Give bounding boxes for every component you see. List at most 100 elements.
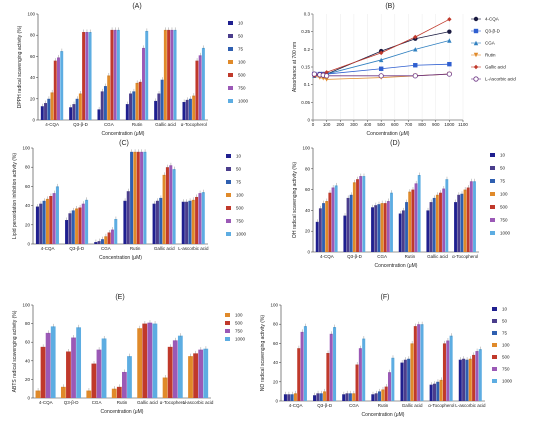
y-tick-label: 60 (25, 184, 31, 189)
bar (349, 194, 353, 252)
bar (426, 210, 430, 252)
bar (169, 165, 173, 244)
bar (85, 32, 89, 120)
bar (352, 393, 356, 401)
bar (68, 213, 72, 244)
data-point (473, 76, 479, 82)
x-axis-label: Concentration (μM) (101, 409, 144, 415)
x-tick-label: 4-CQA (289, 403, 303, 408)
bar (417, 324, 421, 401)
bar (76, 327, 82, 398)
x-tick-label: 4-CQA (320, 254, 334, 259)
bar (130, 151, 134, 244)
bar (45, 332, 51, 398)
x-tick-label: CGA (349, 403, 359, 408)
bar (72, 104, 76, 120)
bar (104, 236, 108, 244)
y-tick-label: 0 (307, 118, 310, 123)
bar (191, 199, 195, 244)
x-tick-label: Q3-β-D (73, 122, 89, 127)
bar (439, 379, 443, 401)
y-tick-label: 0 (27, 242, 30, 247)
bar (454, 202, 457, 252)
data-point (378, 73, 384, 79)
data-point (473, 64, 479, 70)
legend-label: 50 (238, 34, 244, 39)
bar (435, 194, 439, 252)
x-axis-label: Concentration (μM) (102, 131, 145, 137)
legend-label: 750 (238, 86, 246, 91)
bar (152, 323, 158, 398)
bar (107, 232, 111, 244)
bar (40, 106, 44, 120)
bar (331, 187, 335, 252)
bar (50, 92, 54, 120)
bar (342, 394, 346, 401)
bar (100, 91, 104, 120)
x-tick-label: 300 (350, 122, 358, 127)
legend-label: 10 (502, 307, 508, 312)
panel-title: (E) (115, 294, 124, 301)
legend-swatch (492, 343, 497, 347)
bar (326, 353, 330, 401)
x-tick-label: Rutin (378, 403, 389, 408)
bar (177, 335, 183, 398)
bar (313, 395, 317, 401)
x-tick-label: 500 (377, 122, 385, 127)
y-tick-label: 0.25 (301, 29, 310, 34)
bar (85, 199, 89, 244)
bar (111, 388, 117, 398)
bar (348, 393, 352, 401)
legend-label: 75 (236, 180, 242, 185)
x-tick-label: Gallic acid (155, 122, 176, 127)
y-tick-label: 0.1 (304, 82, 311, 87)
bar (193, 353, 198, 398)
bar (101, 338, 107, 398)
bar (445, 179, 449, 252)
x-tick-label: Gallic acid (402, 403, 423, 408)
y-tick-label: 0.2 (304, 47, 311, 52)
legend-swatch (492, 379, 497, 383)
legend-swatch (490, 231, 495, 235)
y-axis-label: Absorbance at 700 nm (292, 42, 298, 92)
bar (384, 386, 388, 401)
bar (50, 326, 56, 398)
legend-label: 100 (236, 193, 244, 198)
x-tick-label: α-Tocopherol (452, 254, 478, 259)
legend-label: 10 (238, 21, 244, 26)
bar (35, 206, 39, 244)
legend-label: 4-CQA (485, 17, 499, 22)
y-tick-label: 60 (273, 341, 279, 346)
x-tick-label: 200 (337, 122, 345, 127)
bar (475, 351, 479, 401)
bar (473, 181, 476, 252)
data-point (324, 70, 329, 75)
bar (329, 333, 333, 401)
legend-label: 500 (235, 321, 243, 326)
bar (155, 200, 159, 244)
bar (381, 389, 385, 401)
legend-label: 1000 (500, 231, 511, 236)
data-point (412, 73, 418, 79)
bar (181, 201, 185, 244)
bar (145, 30, 149, 120)
x-tick-label: 4-CQA (39, 400, 53, 405)
legend-label: 500 (236, 206, 244, 211)
y-tick-label: 0 (307, 250, 310, 255)
bar (410, 343, 414, 401)
bar (391, 357, 395, 401)
bar (192, 95, 196, 120)
x-tick-label: Q3-β-D (347, 254, 363, 259)
y-tick-label: 20 (25, 222, 31, 227)
bar (387, 372, 392, 401)
bar (405, 202, 408, 252)
legend-label: 100 (235, 313, 243, 318)
data-point (447, 17, 452, 22)
bar (198, 193, 202, 244)
bar (328, 192, 332, 252)
bar (160, 79, 164, 120)
legend-label: 750 (500, 218, 508, 223)
legend-swatch (226, 154, 231, 158)
legend-swatch (226, 206, 231, 210)
